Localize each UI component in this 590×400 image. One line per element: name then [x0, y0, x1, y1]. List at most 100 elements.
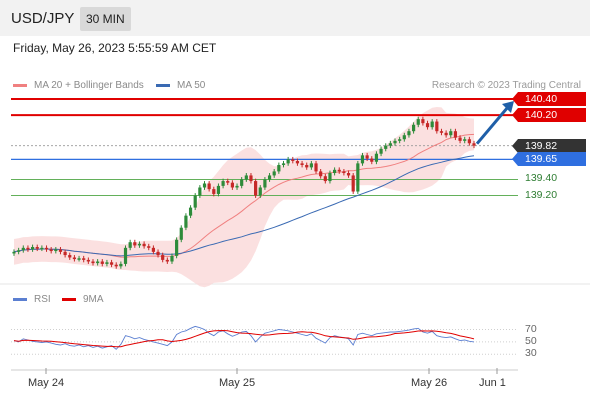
candle-body — [379, 148, 383, 154]
candle-body — [402, 135, 406, 140]
candle-body — [40, 247, 44, 250]
candle-body — [165, 259, 169, 262]
candle-body — [263, 179, 267, 188]
candle-body — [249, 175, 253, 182]
candle-body — [30, 247, 35, 250]
legend-ma20-label: MA 20 + Bollinger Bands — [34, 80, 144, 91]
candle-body — [323, 176, 327, 182]
legend-rsi-label: RSI — [34, 294, 51, 305]
price-tag-text-139.82: 139.82 — [525, 139, 558, 152]
candle-body — [328, 173, 332, 182]
candle-body — [416, 119, 420, 125]
candle-body — [430, 121, 434, 128]
candle-body — [44, 247, 49, 250]
candle-body — [333, 169, 337, 174]
credit-label: Research © 2023 Trading Central — [431, 80, 581, 91]
x-label-1: May 25 — [219, 377, 256, 389]
price-tag-text-140.40: 140.40 — [525, 93, 558, 106]
legend-rsi: RSI — [13, 294, 51, 305]
candle-body — [161, 255, 165, 260]
candle-body — [207, 183, 211, 190]
candle-body — [100, 261, 104, 264]
candle-body — [449, 131, 453, 136]
candle-body — [439, 131, 444, 133]
candle-body — [235, 185, 239, 188]
price-label-139.20: 139.20 — [525, 188, 558, 201]
price-label-139.65: 139.65 — [512, 152, 586, 167]
candle-body — [407, 131, 411, 136]
bollinger-band-area — [14, 107, 474, 288]
candle-body — [35, 247, 39, 249]
candle-body — [198, 187, 202, 196]
candle-body — [309, 163, 313, 168]
candle-body — [411, 124, 416, 132]
candle-body — [388, 143, 392, 146]
candle-body — [277, 164, 281, 172]
bollinger-bands — [14, 107, 474, 288]
forecast-arrow-shaft — [475, 106, 510, 145]
candle-body — [96, 261, 100, 264]
candle-body — [91, 261, 95, 264]
candle-body — [170, 255, 174, 262]
candle-body — [26, 247, 30, 250]
candle-body — [281, 163, 286, 165]
candle-body — [226, 181, 230, 183]
candle-body — [472, 143, 476, 146]
candle-body — [184, 215, 188, 228]
ma50-swatch — [156, 84, 170, 87]
candle-body — [54, 249, 58, 252]
price-tag-text-140.20: 140.20 — [525, 109, 558, 122]
moving-averages — [13, 133, 475, 258]
candle-body — [58, 249, 63, 252]
timeframe-button[interactable]: 30 MIN — [80, 7, 131, 31]
candle-body — [319, 171, 323, 177]
candle-body — [72, 257, 77, 260]
candle-body — [351, 175, 355, 192]
legend-ma50: MA 50 — [156, 80, 205, 91]
forecast-arrow — [475, 101, 514, 145]
legend-ma20: MA 20 + Bollinger Bands — [13, 80, 144, 91]
price-label-140.40: 140.40 — [512, 92, 586, 107]
rsi-line — [13, 325, 475, 350]
candle-body — [337, 169, 341, 172]
candle-body — [202, 183, 207, 188]
x-label-2: May 26 — [411, 377, 448, 389]
candle-body — [105, 262, 109, 264]
header-bar: USD/JPY 30 MIN — [0, 0, 590, 36]
rsi-swatch — [13, 298, 27, 301]
candle-body — [142, 243, 146, 247]
candle-body — [12, 251, 16, 254]
candle-body — [463, 139, 467, 141]
candle-body — [68, 255, 72, 258]
forecast-arrow-head — [502, 101, 514, 114]
legend-ma50-label: MA 50 — [177, 80, 206, 91]
candle-body — [360, 155, 365, 164]
candle-body — [133, 242, 137, 246]
candle-body — [398, 139, 402, 141]
candle-body — [254, 181, 258, 196]
candle-body — [356, 163, 360, 192]
candle-body — [193, 195, 197, 208]
candle-body — [128, 242, 132, 248]
candles — [12, 116, 476, 269]
candle-body — [295, 160, 300, 164]
candle-body — [109, 262, 114, 265]
candle-body — [342, 171, 346, 174]
candle-body — [221, 181, 225, 186]
price-label-140.20: 140.20 — [512, 108, 586, 123]
candle-body — [305, 164, 309, 168]
symbol-label: USD/JPY — [11, 10, 75, 27]
legend-9ma-label: 9MA — [83, 294, 104, 305]
candle-body — [119, 263, 123, 267]
rsi-tick-30: 30 — [525, 347, 537, 360]
candle-body — [147, 246, 151, 248]
candle-body — [82, 258, 86, 260]
candle-body — [365, 155, 369, 159]
candle-body — [230, 182, 234, 188]
candle-body — [77, 258, 81, 260]
price-label-139.82: 139.82 — [512, 138, 586, 153]
candle-body — [240, 179, 244, 186]
candle-body — [458, 137, 462, 141]
